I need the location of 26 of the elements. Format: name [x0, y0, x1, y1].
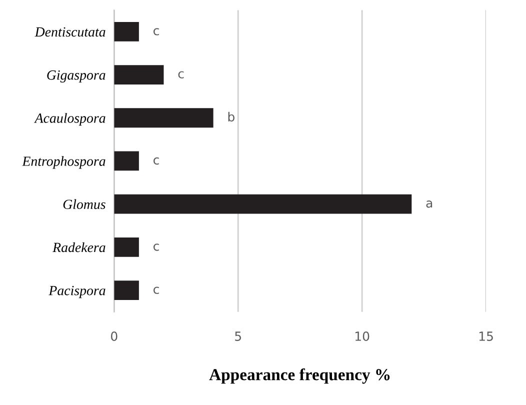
y-tick-label: Glomus: [63, 199, 106, 210]
data-label: c: [178, 71, 184, 78]
bar: [114, 194, 412, 214]
bar: [114, 151, 139, 171]
data-label: a: [426, 200, 432, 208]
y-tick-label: Dentiscutata: [34, 27, 106, 37]
bar: [114, 65, 164, 84]
y-tick-label: Radekera: [52, 242, 106, 252]
x-tick-label: 5: [235, 332, 241, 341]
x-axis-title: Appearance frequency %: [209, 368, 390, 384]
bar: [114, 280, 139, 300]
y-tick-label: Acaulospora: [34, 113, 106, 126]
y-tick-label: Gigaspora: [47, 70, 106, 83]
bar: [114, 22, 139, 42]
data-label: c: [154, 286, 159, 294]
x-tick-label: 10: [355, 332, 370, 341]
data-label: c: [154, 28, 159, 36]
y-tick-label: Pacispora: [48, 286, 106, 298]
data-label: c: [154, 157, 159, 165]
y-tick-label: Entrophospora: [22, 156, 106, 169]
x-tick-label: 0: [110, 332, 118, 341]
data-label: b: [228, 112, 234, 122]
x-tick-label: 15: [479, 332, 493, 341]
data-label: c: [154, 244, 159, 251]
bar: [114, 237, 139, 257]
bar: [114, 108, 214, 128]
